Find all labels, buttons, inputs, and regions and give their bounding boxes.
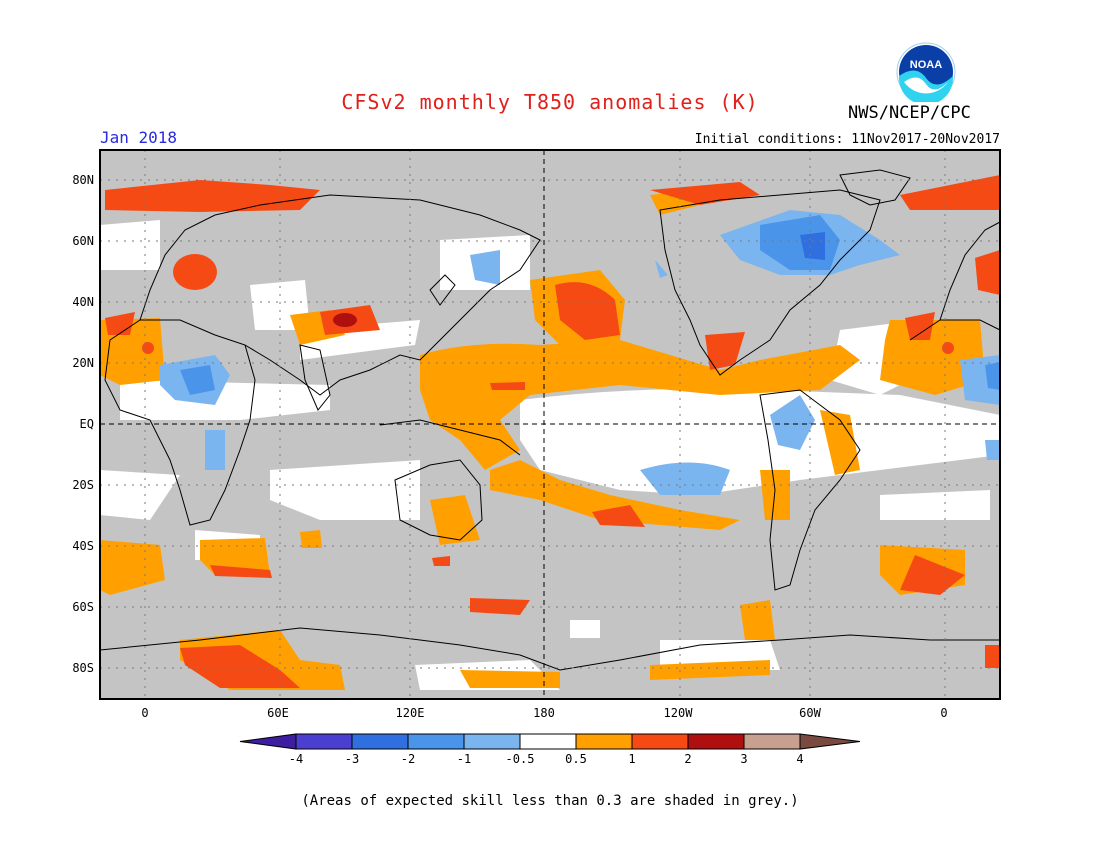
colorbar-label: -4: [288, 752, 304, 766]
coast-japan: [429, 274, 456, 306]
coast-south-america: [759, 389, 861, 591]
colorbar-left-arrow: [239, 733, 297, 750]
darkred-regions: [333, 313, 357, 327]
coast-europe-right: [939, 221, 1001, 321]
reference-lines: [100, 150, 1000, 699]
colorbar-segment: [463, 733, 521, 750]
graticule: [100, 150, 1000, 699]
coast-indonesia: [379, 419, 521, 456]
lat-label: 60N: [72, 234, 94, 248]
colorbar-label: -0.5: [505, 752, 535, 766]
lat-label: 60S: [72, 600, 94, 614]
colorbar-label: -2: [400, 752, 416, 766]
colorbar-segment: [295, 733, 353, 750]
colorbar-label: 3: [740, 752, 748, 766]
colorbar-segment: [743, 733, 801, 750]
lat-label: 80S: [72, 661, 94, 675]
chart-title: CFSv2 monthly T850 anomalies (K): [341, 90, 759, 114]
lat-label: 80N: [72, 173, 94, 187]
white-regions: [100, 220, 1000, 690]
coast-australia: [394, 459, 483, 541]
colorbar-segment: [407, 733, 465, 750]
coast-africa-right: [909, 319, 1001, 341]
initial-conditions: Initial conditions: 11Nov2017-20Nov2017: [694, 132, 1000, 147]
lon-label: 0: [141, 706, 149, 720]
coast-africa: [104, 319, 256, 526]
colorbar-label: 4: [796, 752, 804, 766]
coast-eurasia: [139, 194, 541, 396]
colorbar-label: -1: [456, 752, 472, 766]
colorbar-segment: [631, 733, 689, 750]
lat-label: 20N: [72, 356, 94, 370]
noaa-logo-icon: NOAA: [896, 42, 956, 102]
lon-label: 0: [940, 706, 948, 720]
lon-label: 120W: [663, 706, 693, 720]
colorbar-segment: [519, 733, 577, 750]
colorbar-segment: [575, 733, 633, 750]
lat-label: 40S: [72, 539, 94, 553]
coast-antarctica: [99, 627, 1000, 671]
deepblue-regions: [800, 232, 825, 260]
forecast-month: Jan 2018: [100, 128, 178, 147]
colorbar-label: 1: [628, 752, 636, 766]
coast-greenland: [839, 169, 911, 206]
lat-label: 20S: [72, 478, 94, 492]
lat-label: 40N: [72, 295, 94, 309]
lon-label: 180: [533, 706, 555, 720]
agency-label: NWS/NCEP/CPC: [848, 103, 971, 123]
coastlines: [99, 169, 1001, 671]
coast-india: [299, 344, 331, 411]
lon-label: 120E: [395, 706, 425, 720]
lat-label: EQ: [79, 417, 94, 431]
coast-north-america: [659, 189, 881, 376]
colorbar-segment: [351, 733, 409, 750]
colorbar-segment: [687, 733, 745, 750]
lon-label: 60E: [267, 706, 289, 720]
colorbar-label: 2: [684, 752, 692, 766]
colorbar-right-arrow: [799, 733, 861, 750]
lon-label: 60W: [799, 706, 821, 720]
logo-text: NOAA: [910, 59, 942, 71]
map-frame: [99, 149, 1001, 700]
skill-footnote: (Areas of expected skill less than 0.3 a…: [301, 793, 799, 809]
colorbar-label: 0.5: [565, 752, 587, 766]
colorbar-label: -3: [344, 752, 360, 766]
